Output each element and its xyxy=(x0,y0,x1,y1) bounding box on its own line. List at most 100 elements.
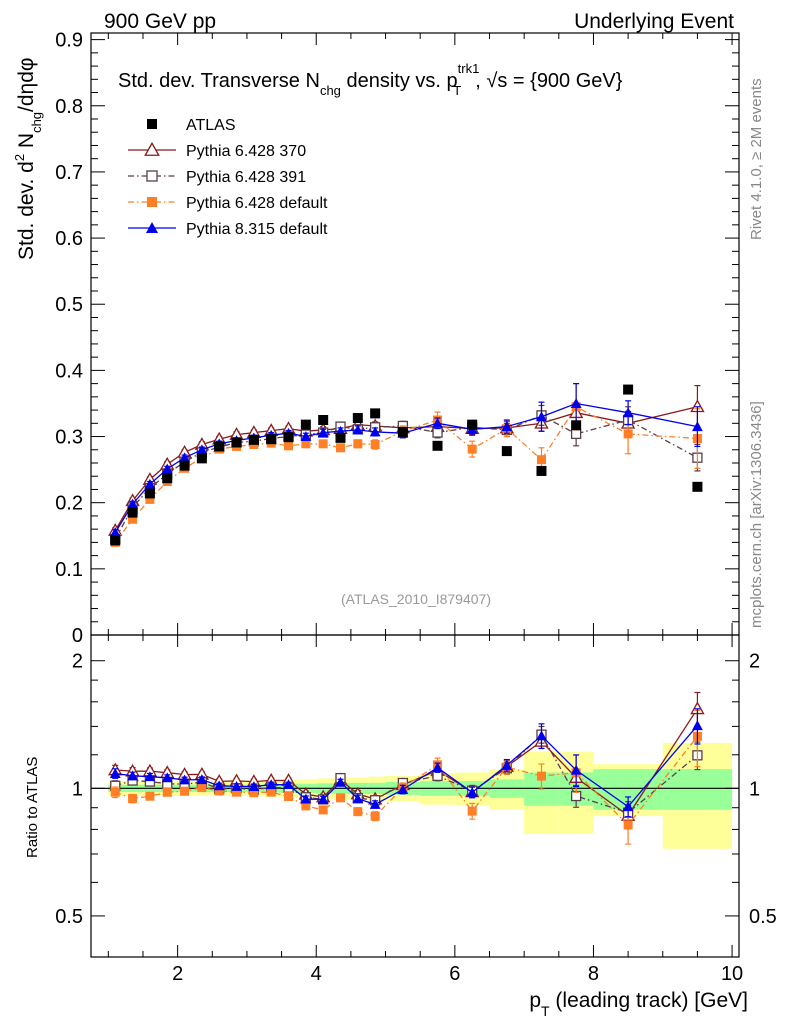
ratio-tick-label-right: 1 xyxy=(749,778,760,800)
series-marker-ratio xyxy=(248,781,260,791)
title-part3: , √s = {900 GeV} xyxy=(475,70,623,92)
series-marker-main xyxy=(127,498,138,509)
series-marker-ratio xyxy=(318,805,328,815)
y-tick-label: 0.8 xyxy=(55,96,83,118)
series-marker-ratio xyxy=(466,787,478,797)
series-marker-main xyxy=(536,411,547,422)
y-tick-label: 0.4 xyxy=(55,360,83,382)
series-marker-ratio xyxy=(467,806,477,816)
series-marker-main xyxy=(352,424,364,435)
x-tick-label: 6 xyxy=(449,963,460,985)
series-marker-main xyxy=(536,455,546,465)
legend-marker xyxy=(146,222,158,233)
series-marker-ratio xyxy=(352,793,364,804)
atlas-data-point xyxy=(162,473,173,484)
series-marker-main xyxy=(501,421,513,432)
atlas-data-point xyxy=(501,446,512,457)
atlas-data-point xyxy=(179,460,190,471)
title-part1: Std. dev. Transverse N xyxy=(118,70,320,92)
series-marker-ratio xyxy=(317,794,329,804)
title-sub1: chg xyxy=(320,83,341,98)
x-tick-label: 8 xyxy=(588,963,599,985)
series-marker-ratio xyxy=(622,801,634,812)
atlas-data-point xyxy=(196,453,207,464)
series-marker-ratio xyxy=(162,787,172,797)
legend-label: Pythia 8.315 default xyxy=(186,221,328,238)
series-marker-ratio xyxy=(335,776,346,787)
atlas-data-point xyxy=(214,441,225,452)
series-marker-main xyxy=(145,494,155,504)
atlas-data-point xyxy=(318,415,329,425)
series-line-ratio xyxy=(115,725,698,808)
series-marker-ratio xyxy=(213,780,225,791)
atlas-data-point xyxy=(432,440,443,451)
x-tick-label: 4 xyxy=(311,963,322,985)
atlas-data-point xyxy=(266,434,277,445)
atlas-data-point xyxy=(536,465,547,476)
series-line-ratio xyxy=(115,733,698,814)
title-part2: density vs. p xyxy=(341,70,458,92)
series-marker-main xyxy=(570,398,582,408)
series-marker-main xyxy=(335,443,345,453)
main-panel-series xyxy=(108,383,705,547)
band-inner xyxy=(662,769,733,810)
y-tick-label: 0.3 xyxy=(55,427,83,449)
series-marker-ratio xyxy=(231,781,242,791)
series-marker-main xyxy=(284,441,294,451)
ratio-tick-label-right: 2 xyxy=(749,651,760,673)
title-sub2: T xyxy=(453,83,461,98)
y-tick-label: 0.5 xyxy=(55,294,83,316)
series-marker-ratio xyxy=(197,783,207,793)
atlas-data-point xyxy=(397,426,408,437)
xlabel-sub1: T xyxy=(541,1003,550,1019)
series-marker-main xyxy=(318,439,328,449)
series-marker-main xyxy=(144,478,156,489)
series-marker-ratio xyxy=(232,787,242,797)
atlas-data-point xyxy=(571,420,582,431)
xlabel-part1: p xyxy=(529,989,541,1012)
series-marker-main xyxy=(622,407,634,418)
atlas-data-point xyxy=(300,419,311,430)
series-marker-ratio xyxy=(283,779,294,790)
series-marker-main xyxy=(570,428,582,440)
ratio-tick-label-right: 0.5 xyxy=(749,906,777,928)
title-sup2: trk1 xyxy=(458,61,480,76)
legend-marker xyxy=(146,170,158,182)
series-marker-ratio xyxy=(284,792,294,802)
atlas-data-point xyxy=(352,413,363,424)
series-marker-ratio xyxy=(335,793,345,803)
y-tick-label: 0.9 xyxy=(55,30,83,52)
atlas-data-point xyxy=(144,488,155,499)
series-marker-main xyxy=(196,444,208,455)
rivet-label: Rivet 4.1.0, ≥ 2M events xyxy=(748,78,765,240)
atlas-data-point xyxy=(127,507,138,518)
legend-label-atlas: ATLAS xyxy=(186,117,236,134)
ratio-tick-label-left: 2 xyxy=(72,651,83,673)
ratio-y-axis-label: Ratio to ATLAS xyxy=(24,757,41,858)
series-marker-main xyxy=(317,427,329,438)
analysis-watermark: (ATLAS_2010_I879407) xyxy=(341,591,491,607)
series-line-main xyxy=(114,414,698,540)
atlas-data-points xyxy=(110,384,703,546)
series-marker-main xyxy=(301,439,311,449)
series-marker-ratio xyxy=(179,774,190,785)
ratio-panel-series xyxy=(108,691,705,845)
ratio-tick-label-left: 1 xyxy=(72,778,83,800)
series-marker-ratio xyxy=(127,770,138,781)
ylabel-sub2: chg xyxy=(29,112,44,133)
series-marker-ratio xyxy=(110,787,120,797)
x-tick-label: 10 xyxy=(721,963,743,985)
series-marker-ratio xyxy=(536,771,546,781)
series-marker-main xyxy=(692,421,703,432)
legend-label: Pythia 6.428 default xyxy=(186,195,328,212)
atlas-data-point xyxy=(623,384,634,395)
y-tick-label: 0.6 xyxy=(55,228,83,250)
ylabel-part2: N xyxy=(15,133,38,154)
legend-label: Pythia 6.428 370 xyxy=(186,143,306,160)
y-axis-label: Std. dev. d2 Nchg/dηdφ xyxy=(12,57,44,260)
chart-title: Std. dev. Transverse Nchg density vs. pt… xyxy=(118,61,623,98)
series-marker-main xyxy=(300,431,312,442)
header-left: 900 GeV pp xyxy=(104,10,216,33)
ylabel-part3: /dηdφ xyxy=(15,57,38,112)
series-marker-ratio xyxy=(161,772,173,783)
